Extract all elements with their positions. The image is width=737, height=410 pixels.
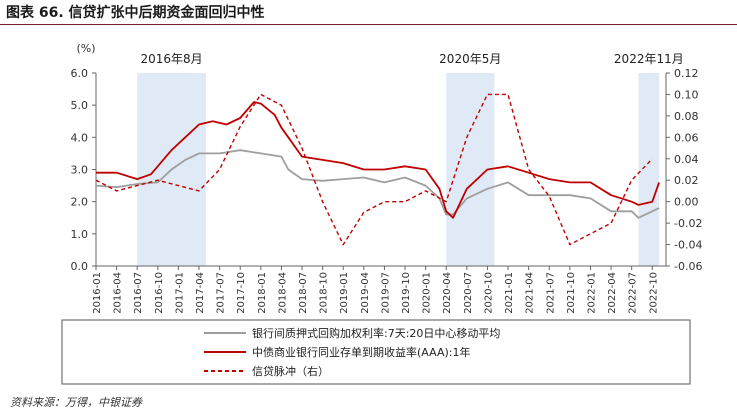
- x-tick-label: 2022-10: [648, 272, 659, 314]
- y-left-tick-label: 2.0: [71, 196, 89, 209]
- y-right-tick-label: -0.06: [674, 260, 702, 273]
- x-tick-label: 2018-07: [298, 272, 309, 314]
- x-tick-label: 2022-01: [586, 272, 597, 314]
- x-tick-label: 2017-07: [216, 272, 227, 314]
- chart: 2016年8月 2020年5月 2022年11月 0.0 1.0 2.0 3.0 4.0 5.0…: [61, 42, 702, 385]
- y-right-tick-label: -0.04: [674, 239, 702, 252]
- x-tick-label: 2017-04: [195, 272, 206, 314]
- y-left-tick-label: 4.0: [71, 131, 89, 144]
- y-left-tick-label: 6.0: [71, 67, 89, 80]
- x-tick-label: 2016-07: [133, 272, 144, 314]
- y-left-tick-label: 0.0: [71, 260, 89, 273]
- series-line-1: [95, 149, 660, 219]
- y-right-tick-label: 0.08: [674, 110, 699, 123]
- x-tick-label: 2021-04: [525, 272, 536, 314]
- legend-label-3: 信贷脉冲（右）: [252, 364, 329, 378]
- x-tick-label: 2018-10: [319, 272, 330, 314]
- x-tick-label: 2019-10: [401, 272, 412, 314]
- x-tick-label: 2022-07: [628, 272, 639, 314]
- legend-label-1: 银行间质押式回购加权利率:7天:20日中心移动平均: [252, 326, 500, 340]
- x-tick-label: 2018-04: [277, 272, 288, 314]
- x-tick-label: 2020-04: [442, 272, 453, 314]
- annotation-label-3: 2022年11月: [614, 52, 684, 66]
- y-left-unit-label: (%): [76, 42, 95, 55]
- shaded-period-3: [638, 73, 660, 266]
- y-right-tick-label: -0.02: [674, 217, 702, 230]
- x-tick-label: 2017-10: [236, 272, 247, 314]
- annotation-label-2: 2020年5月: [439, 52, 501, 66]
- y-right-tick-label: 0.00: [674, 196, 699, 209]
- x-tick-label: 2021-10: [566, 272, 577, 314]
- legend-label-2: 中债商业银行同业存单到期收益率(AAA):1年: [252, 345, 470, 359]
- x-tick-label: 2016-01: [92, 272, 103, 314]
- x-tick-label: 2021-07: [545, 272, 556, 314]
- annotation-label-1: 2016年8月: [140, 52, 202, 66]
- x-tick-label: 2022-04: [607, 272, 618, 314]
- y-right-tick-label: 0.02: [674, 174, 699, 187]
- x-tick-label: 2020-07: [463, 272, 474, 314]
- legend: 银行间质押式回购加权利率:7天:20日中心移动平均中债商业银行同业存单到期收益率…: [61, 319, 691, 385]
- y-right-tick-label: 0.12: [674, 67, 699, 80]
- y-left-tick-label: 1.0: [71, 228, 89, 241]
- source-note: 资料来源：万得，中银证券: [10, 396, 142, 409]
- x-tick-label: 2020-01: [422, 272, 433, 314]
- y-right-tick-label: 0.10: [674, 88, 699, 101]
- x-tick-label: 2016-10: [154, 272, 165, 314]
- x-tick-label: 2016-04: [113, 272, 124, 314]
- x-tick-label: 2020-10: [483, 272, 494, 314]
- x-tick-label: 2019-07: [380, 272, 391, 314]
- y-left-tick-label: 5.0: [71, 99, 89, 112]
- x-tick-label: 2017-01: [174, 272, 185, 314]
- x-tick-label: 2019-04: [360, 272, 371, 314]
- y-right-tick-label: 0.06: [674, 131, 699, 144]
- x-tick-label: 2021-01: [504, 272, 515, 314]
- legend-frame: [61, 319, 691, 385]
- figure-title: 图表 66. 信贷扩张中后期资金面回归中性: [6, 5, 265, 21]
- y-right-tick-label: 0.04: [674, 153, 699, 166]
- x-tick-label: 2018-01: [257, 272, 268, 314]
- series-line-2: [96, 101, 660, 219]
- y-left-tick-label: 3.0: [71, 164, 89, 177]
- x-tick-label: 2019-01: [339, 272, 350, 314]
- title-divider: [0, 24, 737, 25]
- series-line-3: [95, 93, 653, 246]
